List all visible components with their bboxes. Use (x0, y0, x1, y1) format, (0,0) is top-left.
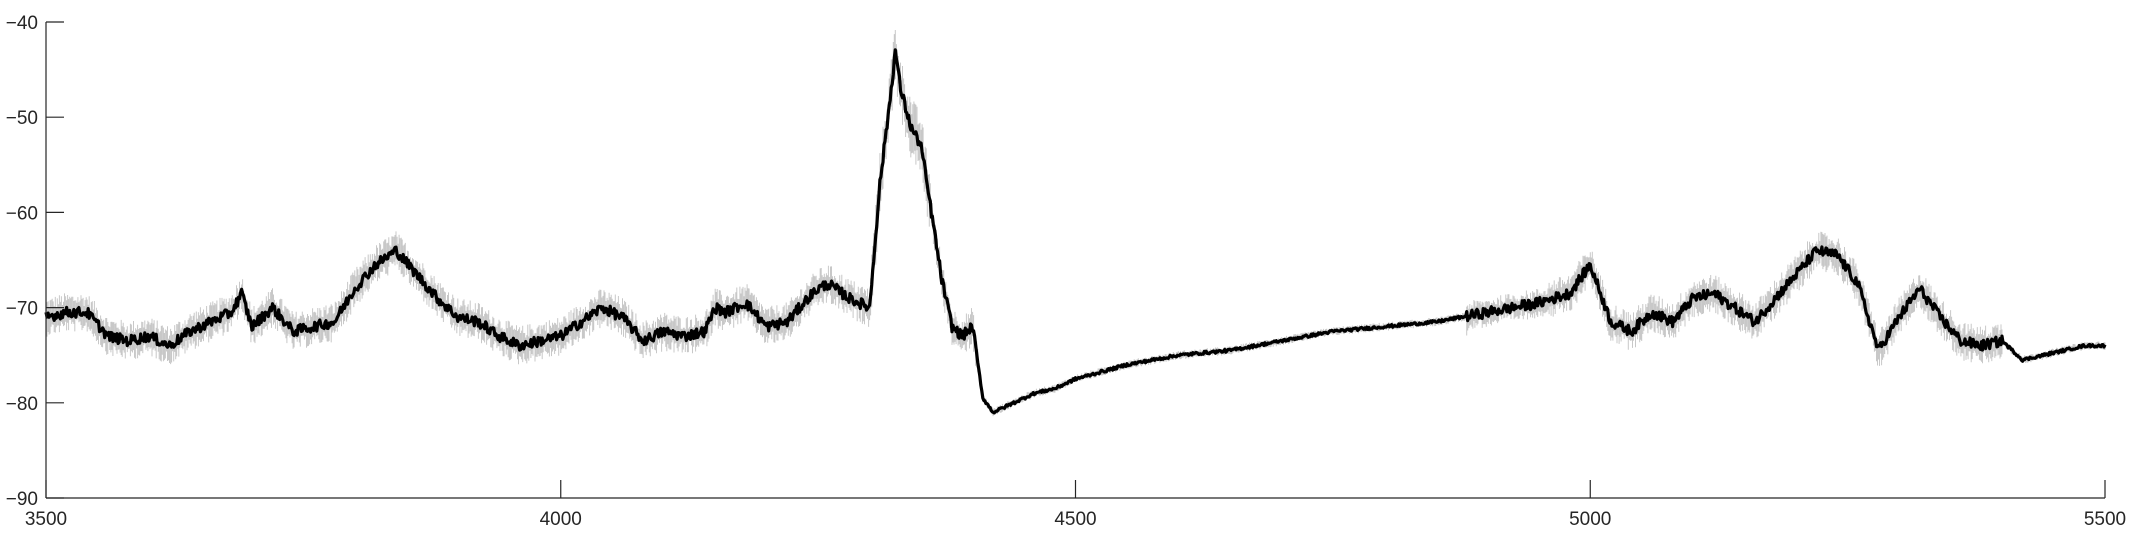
y-tick-label: −60 (6, 203, 38, 224)
confidence-band (45, 30, 2106, 417)
y-axis-ticks: −40 −50 −60 −70 −80 −90 (6, 13, 64, 510)
x-tick-label: 5000 (1569, 509, 1611, 530)
mean-line (44, 48, 2107, 415)
y-tick-label: −70 (6, 299, 38, 320)
x-axis-ticks: 3500 4000 4500 5000 5500 (25, 480, 2126, 530)
mean-series-line (44, 48, 2107, 415)
y-tick-label: −80 (6, 394, 38, 415)
y-tick-label: −50 (6, 108, 38, 129)
axes (45, 22, 2105, 499)
x-tick-label: 4500 (1054, 509, 1096, 530)
x-tick-label: 5500 (2084, 509, 2126, 530)
y-tick-label: −90 (6, 489, 38, 510)
y-tick-label: −40 (6, 13, 38, 34)
x-tick-label: 4000 (540, 509, 582, 530)
x-tick-label: 3500 (25, 509, 67, 530)
band-hairlines (45, 30, 2106, 417)
